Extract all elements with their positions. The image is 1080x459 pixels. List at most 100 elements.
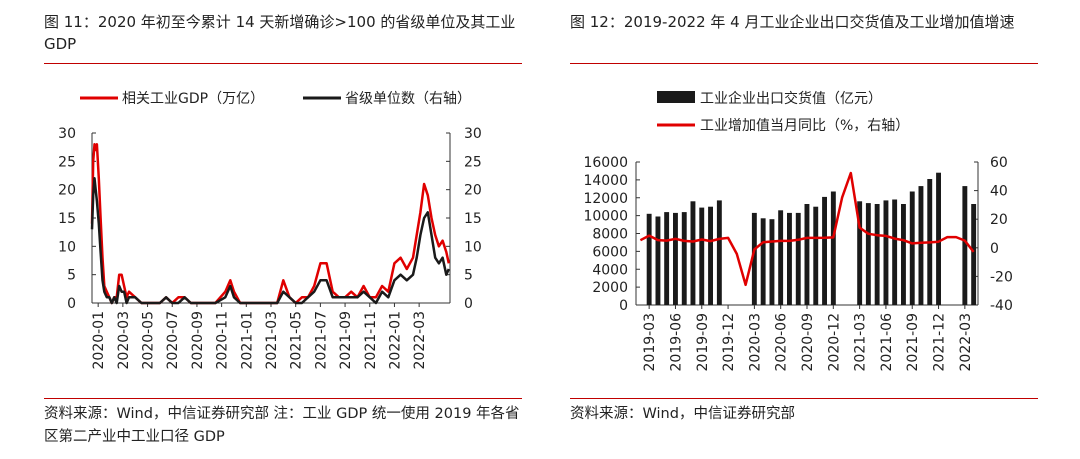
x-tick-label: 2022-01 (387, 311, 403, 370)
y-tick-label-right: 0 (464, 296, 473, 312)
x-tick-label: 2020-03 (116, 311, 132, 370)
x-tick-label: 2020-09 (190, 311, 206, 370)
y-tick-label-left: 2000 (592, 280, 628, 296)
left-title-rule (44, 63, 522, 64)
bar (655, 216, 661, 305)
right-title-rule (570, 63, 1038, 64)
bar (751, 212, 757, 305)
y-tick-label-right: 15 (464, 211, 482, 227)
bar (901, 204, 906, 305)
x-tick-label: 2021-01 (239, 311, 255, 370)
bar (909, 191, 915, 305)
right-source-rule (570, 398, 1038, 399)
x-tick-label: 2021-03 (264, 311, 280, 370)
x-tick-label: 2019-03 (642, 313, 658, 372)
bar (673, 212, 678, 305)
y-tick-label-right: 5 (464, 268, 473, 284)
bar (769, 219, 775, 305)
x-tick-label: 2020-05 (141, 311, 157, 370)
y-tick-label-right: -20 (990, 269, 1013, 285)
y-tick-label-left: 6000 (592, 244, 628, 260)
right-figure-title: 图 12：2019-2022 年 4 月工业企业出口交货值及工业增加值增速 (570, 13, 1015, 31)
x-tick-label: 2021-05 (289, 311, 305, 370)
y-tick-label-left: 15 (58, 211, 76, 227)
x-tick-label: 2020-06 (774, 313, 790, 372)
y-tick-label-left: 10 (58, 239, 76, 255)
x-tick-label: 2021-03 (853, 313, 869, 372)
x-tick-label: 2020-01 (91, 311, 107, 370)
left-source-rule (44, 398, 522, 399)
x-tick-label: 2021-06 (879, 313, 895, 372)
y-tick-label-left: 4000 (592, 262, 628, 278)
bar (971, 204, 977, 305)
x-tick-label: 2019-12 (721, 313, 737, 372)
y-tick-label-right: 20 (464, 183, 482, 199)
bar (857, 201, 863, 305)
bar (830, 191, 836, 305)
bar (936, 172, 941, 305)
x-tick-label: 2021-07 (313, 311, 329, 370)
y-tick-label-right: 10 (464, 239, 482, 255)
y-tick-label-right: 30 (464, 126, 482, 142)
x-tick-label: 2020-11 (215, 311, 231, 370)
left-figure-title: 图 11：2020 年初至今累计 14 天新增确诊>100 的省级单位及其工业 … (44, 13, 516, 53)
y-tick-label-left: 0 (619, 298, 628, 314)
bar (813, 206, 819, 305)
legend-swatch-bar (657, 91, 695, 103)
y-tick-label-left: 30 (58, 126, 76, 142)
bar (681, 212, 687, 305)
bar (892, 199, 898, 305)
x-tick-label: 2020-03 (747, 313, 763, 372)
legend-label-bar: 工业企业出口交货值（亿元） (700, 90, 882, 107)
bar (716, 200, 722, 305)
x-tick-label: 2020-12 (826, 313, 842, 372)
series-line-1 (90, 177, 450, 305)
y-tick-label-left: 8000 (592, 227, 628, 243)
legend-label-0: 相关工业GDP（万亿） (122, 91, 264, 107)
bar (708, 206, 713, 305)
x-tick-label: 2022-03 (412, 311, 428, 370)
bar (865, 203, 871, 305)
bar (822, 196, 827, 305)
legend-label-line: 工业增加值当月同比（%，右轴） (700, 118, 909, 134)
y-tick-label-left: 16000 (583, 155, 628, 171)
bar (778, 210, 784, 305)
bar (795, 212, 801, 305)
y-tick-label-left: 20 (58, 183, 76, 199)
y-tick-label-right: 25 (464, 154, 482, 170)
bar (664, 212, 670, 305)
x-tick-label: 2019-09 (695, 313, 711, 372)
bar (690, 201, 696, 305)
y-tick-label-right: 20 (990, 212, 1008, 228)
bar (804, 204, 810, 305)
y-tick-label-left: 25 (58, 154, 76, 170)
x-tick-label: 2020-07 (165, 311, 181, 370)
y-tick-label-left: 14000 (583, 173, 628, 189)
left-source-note: 资料来源：Wind，中信证券研究部 注：工业 GDP 统一使用 2019 年各省… (44, 406, 520, 445)
x-tick-label: 2020-09 (800, 313, 816, 372)
x-tick-label: 2022-03 (958, 313, 974, 372)
series-line (639, 171, 975, 287)
bar (646, 213, 652, 305)
bar (787, 212, 792, 305)
y-tick-label-left: 0 (67, 296, 76, 312)
y-tick-label-left: 12000 (583, 191, 628, 207)
bar (962, 186, 968, 305)
legend-label-1: 省级单位数（右轴） (345, 91, 471, 107)
y-tick-label-right: 0 (990, 241, 999, 257)
bar (760, 218, 766, 305)
y-tick-label-left: 10000 (583, 209, 628, 225)
x-tick-label: 2021-09 (338, 311, 354, 370)
right-source-note: 资料来源：Wind，中信证券研究部 (570, 406, 795, 422)
x-tick-label: 2021-11 (363, 311, 379, 370)
y-tick-label-right: 40 (990, 184, 1008, 200)
x-tick-label: 2021-12 (932, 313, 948, 372)
y-tick-label-left: 5 (67, 268, 76, 284)
x-tick-label: 2019-06 (668, 313, 684, 372)
bar (883, 200, 889, 305)
bar (874, 204, 880, 305)
y-tick-label-right: 60 (990, 155, 1008, 171)
bar (699, 207, 705, 305)
